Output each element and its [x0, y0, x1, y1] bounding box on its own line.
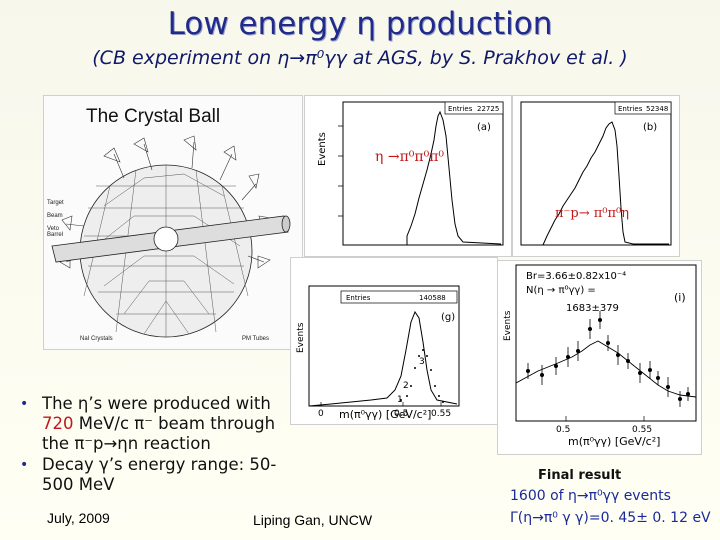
hist-a-tag: (a) — [477, 122, 491, 133]
hist-a-stats-key: Entries — [448, 105, 473, 113]
hist-g-mark-1: 1 — [397, 395, 403, 405]
final-result-width: Γ(η→π⁰ γ γ)=0. 45± 0. 12 eV — [510, 510, 711, 526]
hist-b-reaction-label: π⁻p→ π⁰π⁰η — [555, 206, 630, 221]
hist-i-y-label: Events — [503, 310, 513, 341]
hist-b-tag: (b) — [643, 122, 657, 133]
hist-g-mark-3: 3 — [419, 357, 425, 367]
hist-i-n-value: 1683±379 — [566, 303, 619, 314]
hist-g-tag: (g) — [441, 312, 455, 323]
veto-label: Veto Barrel — [47, 226, 64, 238]
final-result-heading: Final result — [538, 468, 622, 483]
pmt-label: PM Tubes — [242, 336, 270, 342]
beam-label: Beam — [47, 213, 63, 219]
hist-g-stats-key: Entries — [346, 294, 371, 302]
hist-i-x-title: m(π⁰γγ) [GeV/c²] — [568, 435, 661, 448]
bullet-text: Decay γ’s energy range: 50-500 MeV — [42, 455, 277, 494]
histogram-b: Entries 52348 (b) π⁻p→ π⁰π⁰η — [512, 95, 680, 257]
bullet-item: • The η’s were produced with 720 MeV/c π… — [20, 394, 288, 454]
hist-i-n-label: N(η → π⁰γγ) = — [526, 285, 596, 296]
hist-b-stats-key: Entries — [618, 105, 643, 113]
hist-g-x-title: m(π⁰γγ) [GeV/c²] — [339, 408, 432, 421]
hist-b-stats-value: 52348 — [646, 105, 668, 113]
crystal-ball-drawing — [51, 135, 291, 338]
histogram-a: Entries 22725 (a) Events η →π⁰π⁰π⁰ — [304, 95, 512, 257]
crystal-ball-figure: The Crystal Ball Target Beam Veto Barrel… — [43, 95, 303, 350]
hist-i-br: Br=3.66±0.82x10⁻⁴ — [526, 271, 626, 282]
hist-a-reaction-label: η →π⁰π⁰π⁰ — [375, 149, 445, 165]
bullet-dot: • — [20, 396, 29, 412]
bullet-text: The η’s were produced with 720 MeV/c π⁻ … — [42, 394, 276, 453]
target-label: Target — [47, 200, 64, 206]
nai-label: NaI Crystals — [80, 336, 113, 342]
hist-g-xtick-0: 0 — [318, 409, 324, 419]
hist-g-stats-value: 140588 — [419, 294, 446, 302]
footer-date: July, 2009 — [47, 510, 110, 526]
slide-title: Low energy η production — [167, 6, 553, 42]
bullet-item: • Decay γ’s energy range: 50-500 MeV — [20, 455, 288, 495]
hist-g-xtick-2: 0.55 — [431, 409, 451, 419]
hist-g-y-label: Events — [296, 322, 306, 353]
bullet-dot: • — [20, 457, 29, 473]
crystal-ball-title: The Crystal Ball — [86, 106, 221, 127]
hist-i-tag: (i) — [674, 291, 686, 304]
footer-author: Liping Gan, UNCW — [253, 512, 373, 528]
hist-g-mark-2: 2 — [403, 381, 409, 391]
hist-g-xtick-1: 0.5 — [394, 409, 408, 419]
hist-a-y-label: Events — [317, 132, 328, 166]
histogram-i: Events Br=3.66±0.82x10⁻⁴ N(η → π⁰γγ) = 1… — [497, 260, 702, 455]
hist-i-xtick-1: 0.55 — [632, 425, 652, 435]
hist-a-stats-value: 22725 — [477, 105, 499, 113]
hist-i-xtick-0: 0.5 — [556, 425, 570, 435]
bullet-list: • The η’s were produced with 720 MeV/c π… — [20, 394, 288, 496]
slide-subtitle: (CB experiment on η→π⁰γγ at AGS, by S. P… — [92, 47, 628, 69]
histogram-g: Entries 140588 (g) Events 3 2 1 0 0.5 0.… — [290, 257, 498, 425]
final-result-events: 1600 of η→π⁰γγ events — [510, 488, 671, 504]
